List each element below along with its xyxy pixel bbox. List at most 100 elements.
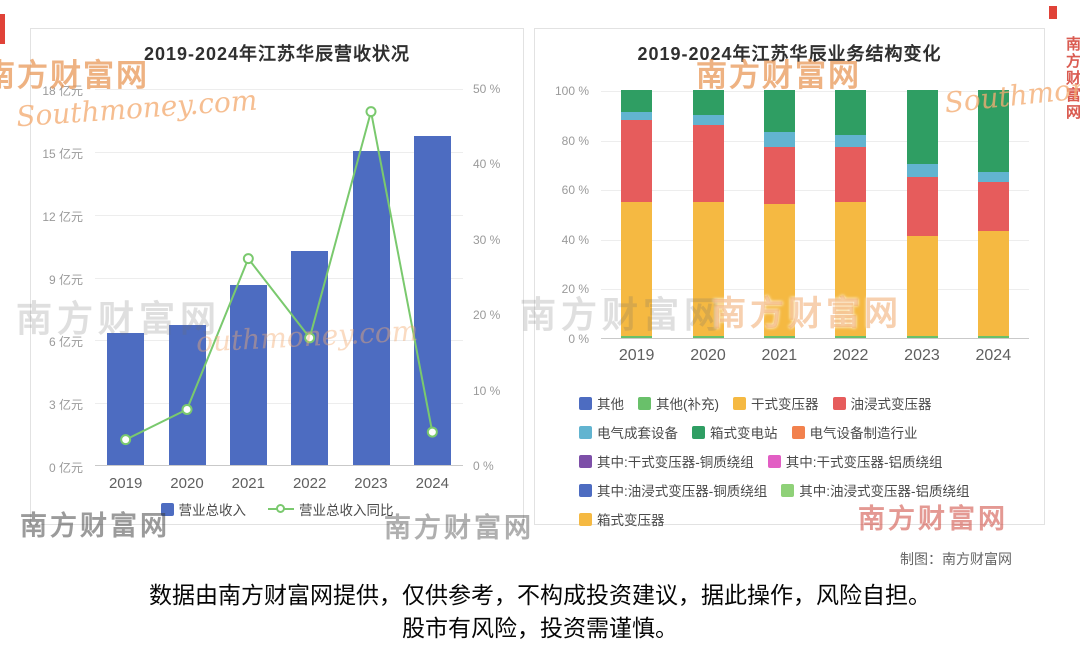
chart-credit: 制图：南方财富网 — [900, 551, 1012, 567]
stack-segment — [621, 335, 653, 338]
legend-label: 其中:油浸式变压器-铜质绕组 — [597, 484, 768, 499]
y-axis-right-tick-label: 30 % — [473, 232, 501, 247]
legend-label: 营业总收入 — [178, 503, 247, 518]
gridline — [601, 91, 1029, 92]
revenue-bar — [291, 251, 329, 465]
legend-item: 其中:油浸式变压器-铝质绕组 — [781, 480, 970, 500]
gridline — [95, 277, 463, 279]
stack-segment — [835, 201, 867, 336]
legend-label: 其他 — [597, 397, 624, 412]
legend-label: 箱式变压器 — [597, 513, 665, 528]
x-axis: 2019 2020 2021 2022 2023 2024 — [601, 347, 1029, 365]
y-axis-tick-label: 20 % — [561, 282, 589, 297]
revenue-bar — [352, 150, 390, 465]
stack-segment — [977, 90, 1009, 172]
legend-label: 其他(补充) — [656, 397, 719, 412]
stack-segment — [621, 112, 653, 120]
stack-segment — [763, 204, 795, 336]
legend-item-yoy: 营业总收入同比 — [268, 499, 394, 519]
stack-segment — [621, 119, 653, 202]
legend-swatch — [791, 425, 805, 439]
legend-swatch — [579, 512, 592, 526]
legend-item: 其他(补充) — [638, 393, 719, 413]
gridline — [601, 239, 1029, 241]
stack-segment — [906, 164, 938, 177]
legend-item: 其他 — [579, 393, 624, 413]
gridline — [601, 289, 1029, 291]
stack-segment — [977, 231, 1009, 336]
stack-segment — [835, 90, 867, 135]
x-axis-label: 2021 — [761, 347, 798, 364]
legend-swatch — [781, 483, 795, 497]
legend-item: 箱式变压器 — [579, 509, 665, 529]
y-axis: 0 % 20 % 40 % 60 % 80 % 100 % — [535, 84, 597, 346]
y-axis-tick-label: 60 % — [561, 183, 589, 198]
legend-label: 箱式变电站 — [710, 426, 778, 441]
revenue-legend: 营业总收入 营业总收入同比 — [31, 499, 523, 519]
revenue-bar — [168, 324, 206, 465]
legend-label: 油浸式变压器 — [850, 397, 932, 412]
stack-segment — [692, 124, 724, 202]
y-axis-right-tick-label: 10 % — [473, 383, 501, 398]
legend-item: 油浸式变压器 — [832, 393, 932, 413]
legend-label: 电气成套设备 — [597, 426, 678, 441]
y-axis-tick-label: 100 % — [554, 84, 589, 98]
stack-segment — [692, 335, 724, 338]
legend-label: 干式变压器 — [751, 397, 819, 412]
revenue-chart-panel: 2019-2024年江苏华辰营收状况 0 亿元 3 亿元 6 亿元 9 亿元 12 亿元… — [30, 28, 524, 525]
structure-plot-area — [601, 90, 1029, 339]
legend-swatch — [733, 396, 746, 410]
x-axis-label: 2024 — [415, 475, 449, 492]
legend-item: 电气设备制造行业 — [791, 422, 918, 442]
stack-segment — [835, 335, 867, 338]
revenue-chart-title: 2019-2024年江苏华辰营收状况 — [143, 44, 411, 64]
structure-chart-panel: 2019-2024年江苏华辰业务结构变化 0 % 20 % 40 % 60 % 80 %… — [534, 28, 1045, 528]
gridline — [601, 140, 1029, 142]
legend-line-marker — [268, 504, 294, 513]
y-axis-tick-label: 0 亿元 — [48, 461, 83, 475]
legend-swatch — [160, 502, 174, 516]
stack-segment — [692, 201, 724, 336]
legend-swatch — [579, 425, 592, 439]
stack-segment — [906, 335, 938, 338]
y-axis-tick-label: 15 亿元 — [42, 146, 83, 161]
y-axis-tick-label: 40 % — [561, 232, 589, 247]
line-marker — [181, 403, 193, 415]
structure-legend: 其他 其他(补充) 干式变压器 油浸式变压器电气成套设备 箱式变电站 电气设备制造行业其中… — [579, 393, 1034, 529]
y-axis-tick-label: 0 % — [568, 332, 589, 346]
y-axis-tick-label: 80 % — [561, 133, 589, 148]
gridline — [95, 214, 463, 216]
x-axis-label: 2021 — [231, 475, 265, 492]
y-axis-right-tick-label: 40 % — [473, 157, 501, 172]
y-axis-right-tick-label: 20 % — [473, 308, 501, 323]
y-axis-right-tick-label: 50 % — [473, 82, 501, 96]
yoy-growth-line — [120, 106, 438, 446]
legend-item: 其中:干式变压器-铝质绕组 — [767, 451, 943, 471]
line-marker — [304, 332, 316, 344]
gridline — [95, 89, 463, 90]
legend-swatch — [767, 454, 781, 468]
legend-item: 其中:干式变压器-铜质绕组 — [579, 451, 754, 471]
line-marker — [120, 434, 132, 446]
line-marker — [365, 106, 377, 118]
stack-segment — [692, 114, 724, 125]
stack-segment — [763, 90, 795, 133]
disclaimer-line-2: 股市有风险，投资需谨慎。 — [402, 615, 678, 641]
legend-label: 其中:干式变压器-铝质绕组 — [785, 455, 943, 470]
y-axis-tick-label: 18 亿元 — [42, 84, 83, 98]
legend-label: 其中:油浸式变压器-铝质绕组 — [799, 484, 970, 499]
y-axis-right-tick-label: 0 % — [473, 459, 494, 473]
legend-item: 箱式变电站 — [692, 422, 778, 442]
x-axis-label: 2019 — [108, 475, 143, 492]
stack-segment — [977, 335, 1009, 338]
stack-segment — [763, 132, 795, 148]
y-axis-tick-label: 12 亿元 — [42, 209, 83, 224]
gridline — [95, 151, 463, 153]
y-axis-tick-label: 9 亿元 — [48, 272, 83, 287]
revenue-plot-area — [95, 89, 463, 466]
stack-segment — [763, 335, 795, 338]
stack-segment — [906, 236, 938, 336]
x-axis-label: 2020 — [690, 347, 726, 364]
gridline — [95, 403, 463, 405]
stack-segment — [621, 90, 653, 113]
